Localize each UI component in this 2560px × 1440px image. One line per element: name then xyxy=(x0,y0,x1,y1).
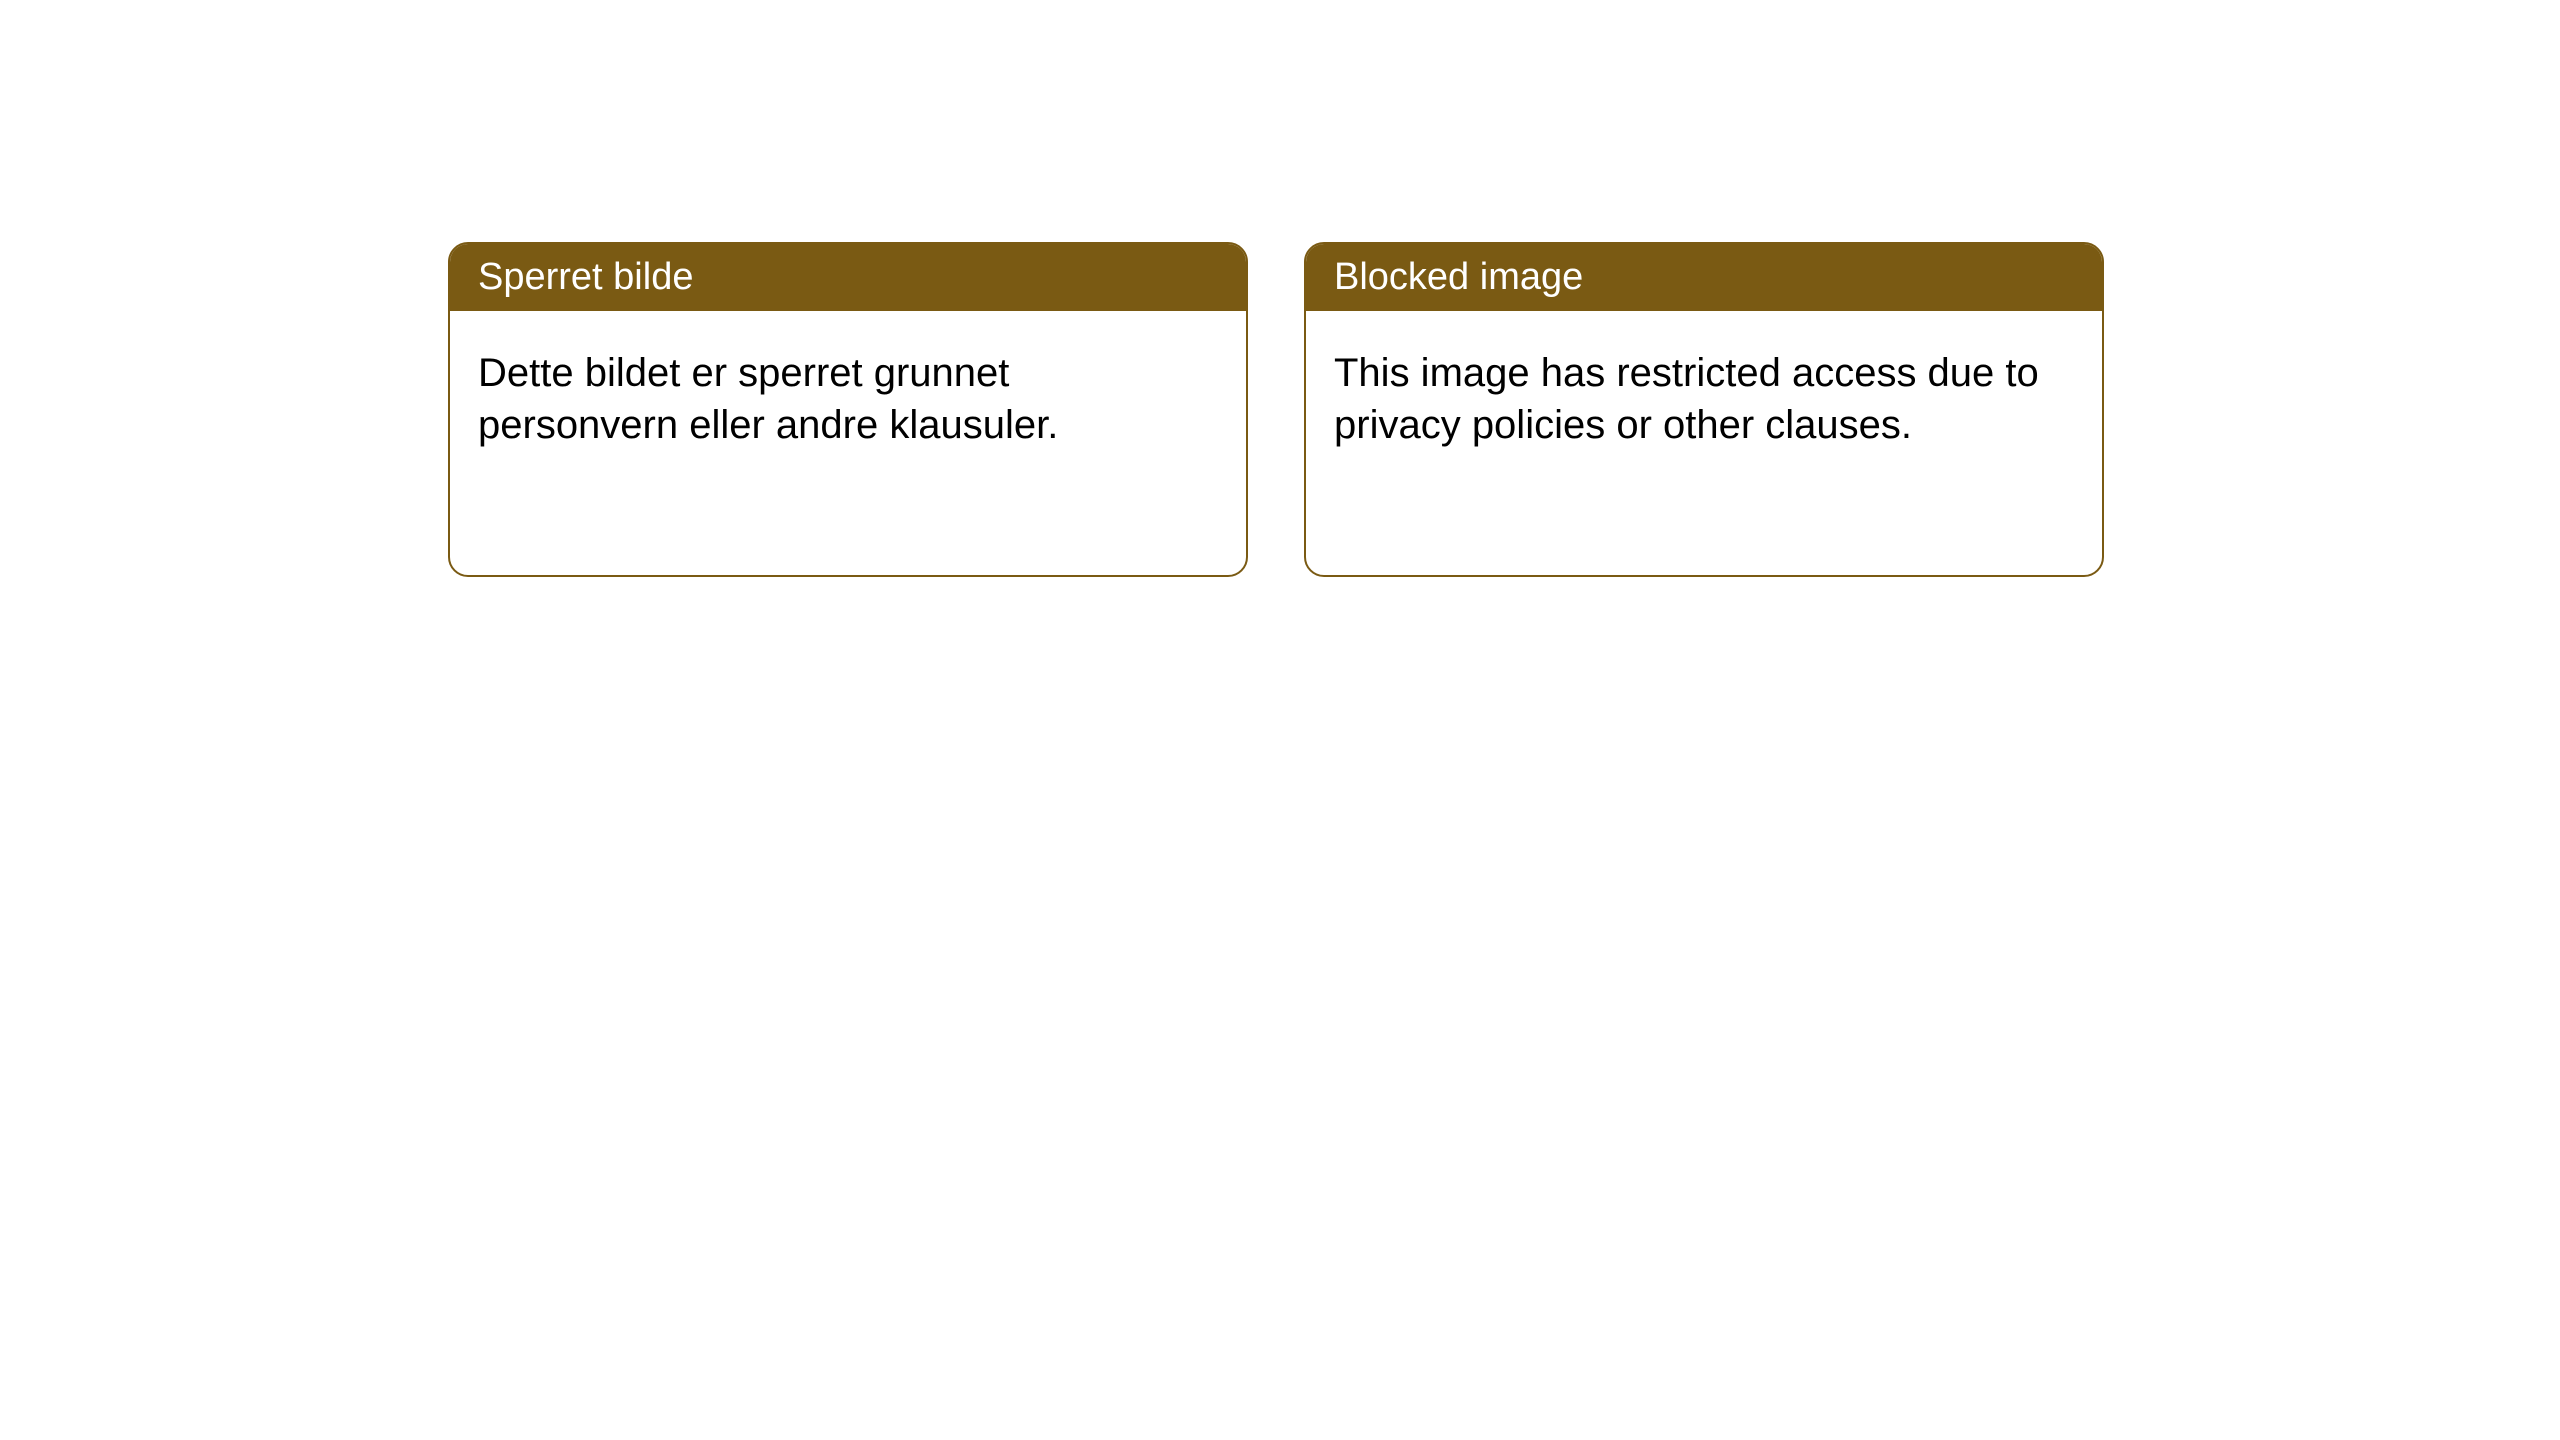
card-body: Dette bildet er sperret grunnet personve… xyxy=(450,311,1246,487)
card-body-text: This image has restricted access due to … xyxy=(1334,351,2039,447)
card-title: Sperret bilde xyxy=(478,256,693,298)
card-header: Sperret bilde xyxy=(450,244,1246,311)
notice-container: Sperret bilde Dette bildet er sperret gr… xyxy=(0,0,2560,577)
notice-card-english: Blocked image This image has restricted … xyxy=(1304,242,2104,577)
notice-card-norwegian: Sperret bilde Dette bildet er sperret gr… xyxy=(448,242,1248,577)
card-body-text: Dette bildet er sperret grunnet personve… xyxy=(478,351,1058,447)
card-body: This image has restricted access due to … xyxy=(1306,311,2102,487)
card-title: Blocked image xyxy=(1334,256,1583,298)
card-header: Blocked image xyxy=(1306,244,2102,311)
